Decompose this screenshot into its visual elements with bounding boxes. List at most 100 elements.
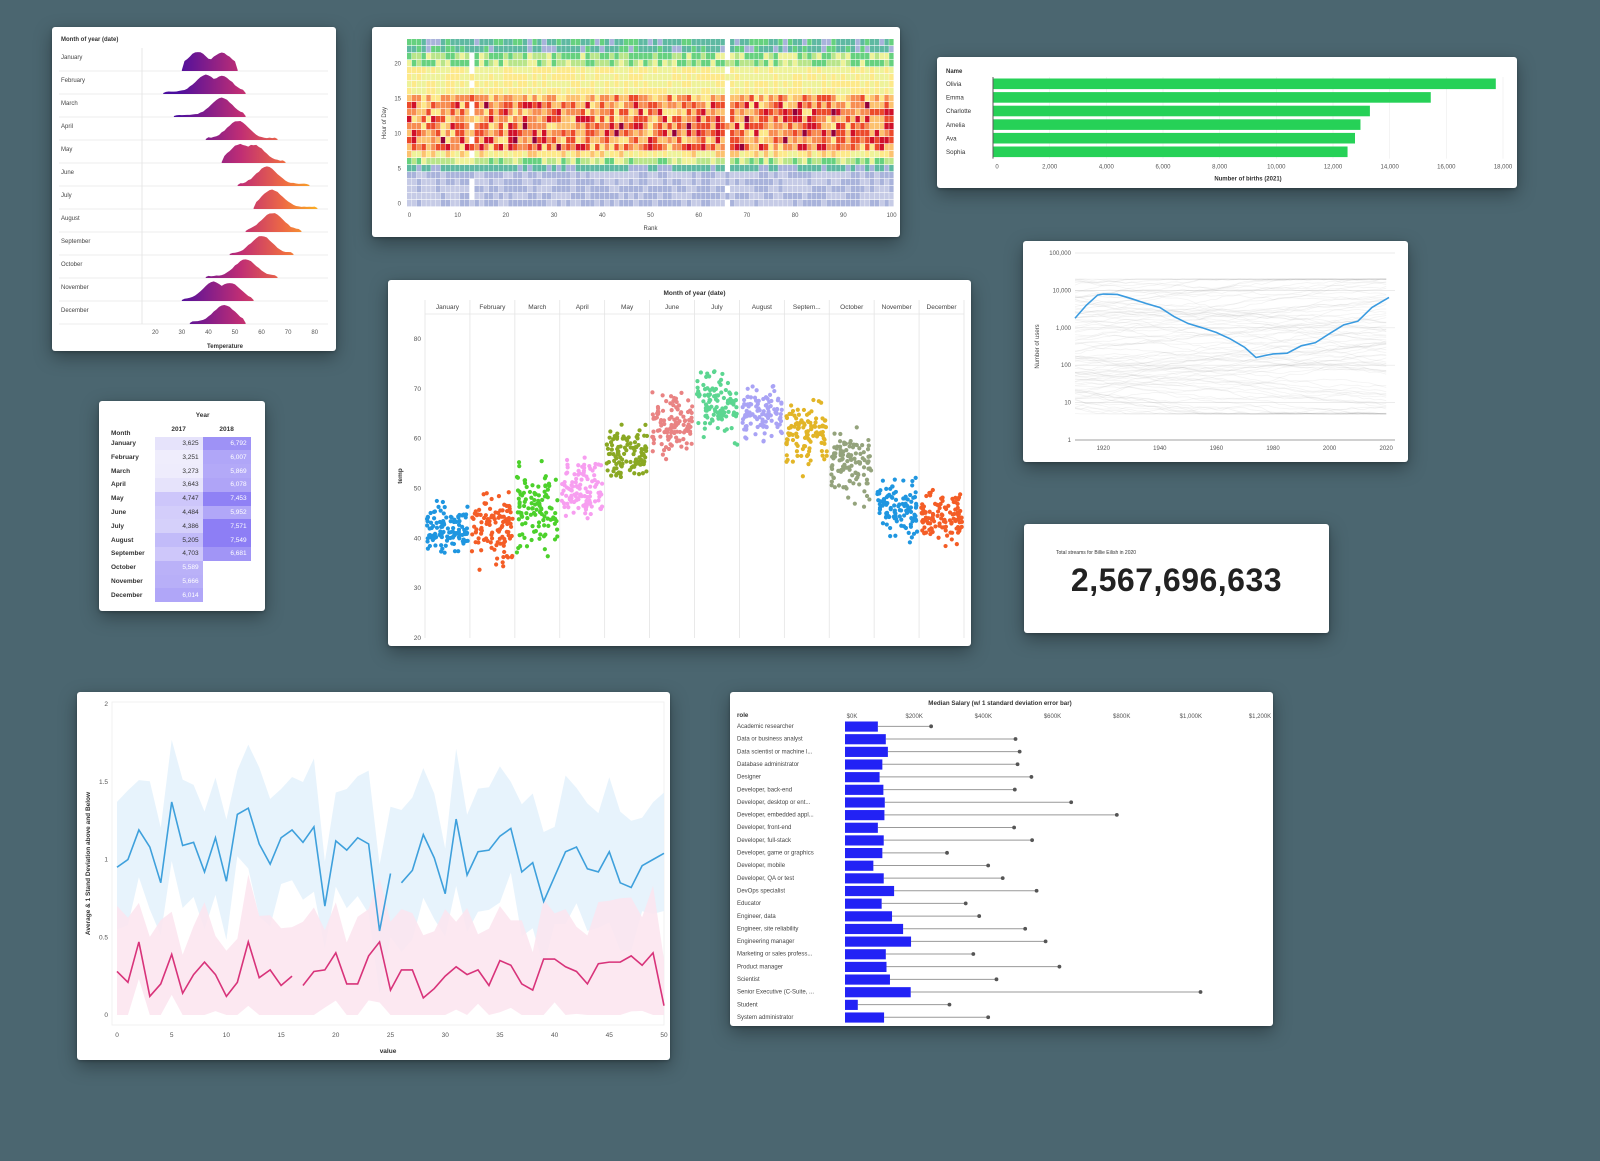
scatter-point: [439, 543, 444, 548]
scatter-point: [677, 438, 682, 443]
scatter-point: [866, 443, 871, 448]
scatter-point: [775, 424, 780, 430]
births-x-tick: 0: [995, 165, 999, 171]
scatter-point: [434, 520, 439, 525]
scatter-point: [554, 527, 560, 532]
scatter-point: [725, 380, 731, 386]
heatmap-x-tick: 80: [792, 213, 799, 219]
scatter-title: Month of year (date): [663, 290, 725, 297]
scatter-point: [745, 386, 750, 391]
users-x-tick: 1960: [1210, 446, 1224, 452]
scatter-point: [907, 507, 912, 512]
scatter-point: [536, 520, 542, 525]
band-y-label: Average & 1 Stand Deviation above and Be…: [85, 791, 92, 935]
scatter-point: [812, 424, 818, 429]
scatter-point: [632, 471, 637, 476]
scatter-point: [861, 450, 866, 455]
salary-bar: [845, 999, 858, 1010]
heatmap-x-tick: 0: [408, 213, 412, 219]
scatter-point: [939, 512, 944, 517]
salary-error-dot: [1029, 775, 1034, 779]
scatter-point: [526, 506, 531, 511]
scatter-point: [568, 496, 574, 502]
births-x-tick: 6,000: [1155, 165, 1171, 171]
pivot-row: September 4,703 6,681: [107, 546, 251, 561]
pivot-title: Year: [195, 412, 210, 420]
scatter-point: [546, 481, 552, 486]
scatter-point: [718, 382, 723, 387]
band-y-tick: 2: [104, 701, 108, 708]
scatter-point: [892, 503, 897, 508]
scatter-point: [532, 502, 538, 507]
scatter-point: [794, 449, 800, 454]
scatter-point: [520, 514, 525, 519]
scatter-point: [940, 495, 945, 500]
scatter-point: [428, 510, 433, 516]
salary-role-label: Developer, embedded appl...: [737, 813, 814, 819]
salary-bar: [845, 810, 885, 821]
scatter-point: [622, 445, 627, 450]
salary-role-label: Developer, game or graphics: [737, 851, 814, 857]
scatter-point: [754, 388, 759, 393]
scatter-point: [775, 398, 780, 403]
pivot-table: Year Month 2017 2018 January 3,625 6,792 Fe…: [107, 409, 251, 603]
scatter-point: [713, 397, 719, 402]
scatter-point: [722, 428, 727, 433]
scatter-point: [553, 510, 558, 516]
band-y-tick: 1: [104, 857, 108, 864]
scatter-point: [789, 423, 794, 429]
users-y-tick: 100: [1061, 363, 1072, 369]
pivot-month: March: [111, 467, 131, 475]
scatter-point: [846, 495, 851, 500]
scatter-point: [837, 439, 843, 444]
scatter-point: [573, 480, 578, 485]
heatmap-x-tick: 90: [840, 213, 847, 219]
scatter-point: [444, 515, 449, 520]
scatter-point: [865, 447, 871, 452]
scatter-point: [820, 453, 825, 458]
scatter-point: [836, 483, 842, 488]
pivot-cell: 6,078: [202, 477, 251, 492]
scatter-point: [893, 533, 898, 538]
ridgeline-x-tick: 40: [205, 330, 212, 336]
scatter-point: [769, 398, 774, 404]
scatter-point: [774, 411, 779, 416]
scatter-point: [779, 401, 784, 406]
salary-error-dot: [1034, 888, 1039, 893]
band-x-tick: 20: [332, 1032, 340, 1039]
scatter-point: [621, 451, 627, 457]
scatter-y-tick: 30: [414, 585, 422, 592]
scatter-point: [761, 438, 766, 443]
scatter-point: [784, 459, 789, 464]
band-x-tick: 50: [660, 1032, 668, 1039]
scatter-point: [533, 512, 538, 517]
scatter-point: [844, 447, 849, 453]
scatter-point: [456, 535, 462, 540]
scatter-point: [706, 393, 711, 398]
users-y-tick: 10: [1064, 401, 1071, 407]
scatter-point: [579, 477, 584, 482]
scatter-point: [911, 495, 916, 500]
scatter-point: [877, 502, 882, 507]
heatmap-x-tick: 40: [599, 213, 606, 219]
pivot-row: February 3,251 6,007: [107, 450, 251, 465]
scatter-point: [434, 525, 440, 530]
scatter-point: [695, 385, 700, 390]
scatter-point: [734, 391, 739, 396]
births-name-label: Emma: [946, 95, 964, 102]
salary-bar: [845, 961, 887, 972]
scatter-point: [829, 472, 834, 477]
scatter-chart: Month of year (date) 20 30 40 50 60 70 80 temp Ja…: [397, 290, 965, 642]
scatter-point: [642, 459, 647, 464]
scatter-point: [732, 441, 737, 446]
scatter-point: [799, 453, 804, 459]
pivot-month: November: [111, 577, 143, 585]
pivot-month: June: [111, 508, 127, 516]
band-x-tick: 35: [496, 1032, 504, 1039]
scatter-point: [862, 489, 867, 494]
scatter-facet-header: August: [752, 304, 772, 311]
scatter-point: [822, 441, 827, 446]
scatter-point: [927, 509, 932, 514]
scatter-point: [884, 486, 889, 491]
salary-bar: [845, 835, 884, 846]
